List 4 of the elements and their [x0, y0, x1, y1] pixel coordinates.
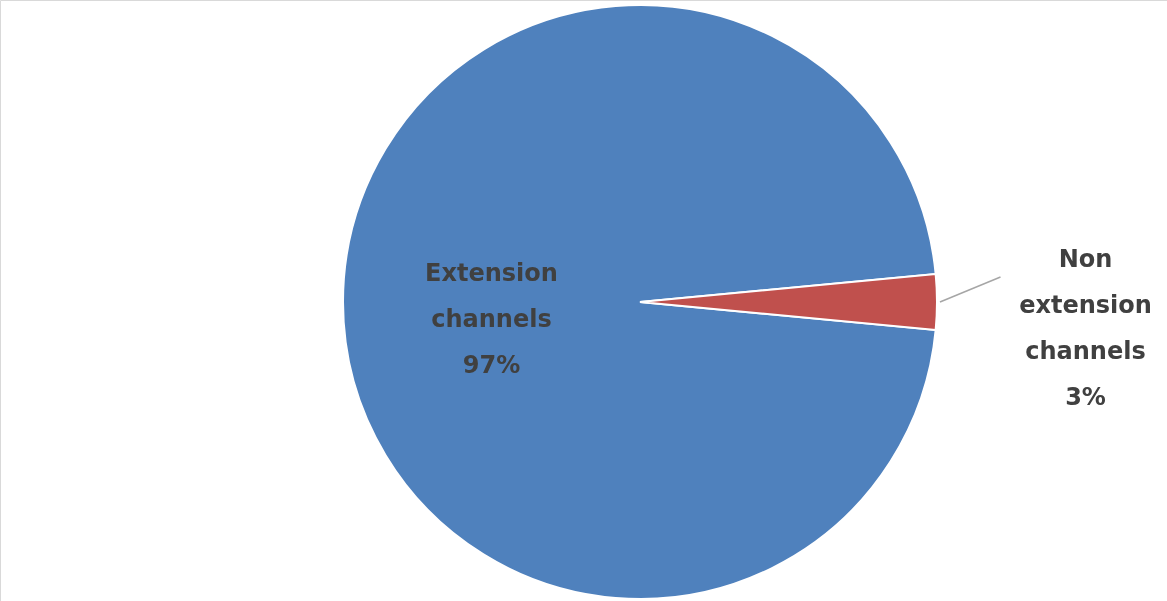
data-label: 3% — [1065, 383, 1106, 411]
data-label: 97% — [462, 351, 521, 379]
slice-label: Extension channels — [425, 259, 558, 333]
slice-label: Non extension channels — [1019, 245, 1152, 365]
